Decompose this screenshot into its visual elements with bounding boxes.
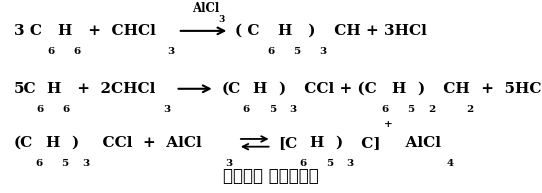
Text: 5: 5 xyxy=(269,105,276,114)
Text: 3: 3 xyxy=(163,105,170,114)
Text: 5: 5 xyxy=(61,159,68,168)
Text: [C: [C xyxy=(278,136,298,150)
Text: 6: 6 xyxy=(36,105,43,114)
Text: H: H xyxy=(253,82,267,96)
Text: H: H xyxy=(309,136,324,150)
Text: +  CHCl: + CHCl xyxy=(83,24,156,38)
Text: 5: 5 xyxy=(408,105,415,114)
Text: 5: 5 xyxy=(326,159,333,168)
Text: 6: 6 xyxy=(243,105,250,114)
Text: 6: 6 xyxy=(35,159,42,168)
Text: 5C: 5C xyxy=(14,82,36,96)
Text: H: H xyxy=(391,82,406,96)
Text: 2: 2 xyxy=(466,105,473,114)
Text: 5: 5 xyxy=(293,47,300,56)
Text: ): ) xyxy=(303,24,315,38)
Text: مفقد مالون: مفقد مالون xyxy=(223,168,319,185)
Text: CCl + (C: CCl + (C xyxy=(299,82,377,96)
Text: 2: 2 xyxy=(428,105,435,114)
Text: CH: CH xyxy=(438,82,470,96)
Text: ): ) xyxy=(71,136,78,150)
Text: 3: 3 xyxy=(346,159,353,168)
Text: 6: 6 xyxy=(62,105,69,114)
Text: 3: 3 xyxy=(167,47,174,56)
Text: CH + 3HCl: CH + 3HCl xyxy=(329,24,427,38)
Text: 6: 6 xyxy=(47,47,54,56)
Text: AlCl: AlCl xyxy=(192,2,219,15)
Text: H: H xyxy=(45,136,60,150)
Text: (C: (C xyxy=(14,136,33,150)
Text: +: + xyxy=(384,120,393,129)
Text: (C: (C xyxy=(221,82,241,96)
Text: 4: 4 xyxy=(447,159,454,168)
Text: H: H xyxy=(46,82,61,96)
Text: ): ) xyxy=(279,82,286,96)
Text: +  2CHCl: + 2CHCl xyxy=(72,82,156,96)
Text: ): ) xyxy=(417,82,424,96)
Text: AlCl: AlCl xyxy=(395,136,441,150)
Text: ): ) xyxy=(335,136,343,150)
Text: 3: 3 xyxy=(225,159,233,168)
Text: 3: 3 xyxy=(82,159,89,168)
Text: 6: 6 xyxy=(73,47,80,56)
Text: 6: 6 xyxy=(300,159,307,168)
Text: H: H xyxy=(57,24,72,38)
Text: 3: 3 xyxy=(219,15,225,24)
Text: CCl  +  AlCl: CCl + AlCl xyxy=(92,136,201,150)
Text: 3: 3 xyxy=(319,47,326,56)
Text: +  5HCl: + 5HCl xyxy=(476,82,542,96)
Text: 3: 3 xyxy=(289,105,296,114)
Text: H: H xyxy=(277,24,292,38)
Text: 3 C: 3 C xyxy=(14,24,42,38)
Text: C]: C] xyxy=(356,136,380,150)
Text: 6: 6 xyxy=(382,105,389,114)
Text: ( C: ( C xyxy=(235,24,259,38)
Text: 6: 6 xyxy=(267,47,274,56)
